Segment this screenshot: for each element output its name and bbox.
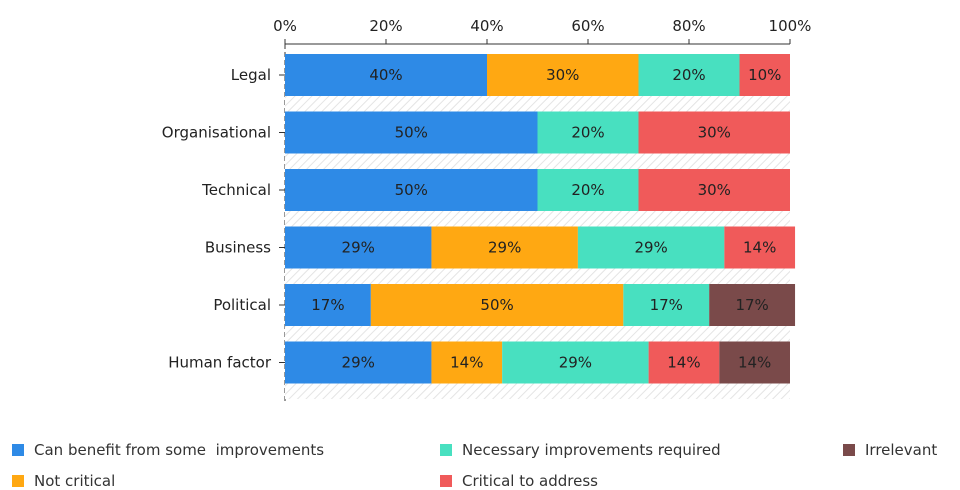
- bar-segment: [285, 226, 432, 269]
- bar-segment: [719, 341, 790, 384]
- data-label: 30%: [698, 124, 731, 142]
- category-label: Legal: [231, 66, 271, 84]
- row-stripe: [285, 153, 790, 169]
- bar-segment: [648, 341, 720, 384]
- data-label: 20%: [571, 124, 604, 142]
- category-label: Organisational: [162, 124, 271, 142]
- data-label: 50%: [480, 296, 513, 314]
- bar-segment: [537, 111, 639, 154]
- bar-segment: [623, 284, 710, 326]
- data-label: 14%: [743, 239, 776, 257]
- bar-segment: [431, 226, 578, 269]
- bar-segment: [638, 111, 790, 154]
- category-label: Political: [213, 296, 271, 314]
- bar-segment: [431, 341, 503, 384]
- category-label: Business: [205, 239, 271, 257]
- bar-segment: [285, 54, 487, 96]
- category-label: Human factor: [168, 354, 272, 372]
- x-tick-label: 40%: [470, 17, 503, 35]
- bar-segment: [285, 169, 538, 211]
- row-stripe: [285, 211, 790, 227]
- x-tick-label: 80%: [672, 17, 705, 35]
- legend-swatch-1: [12, 475, 24, 487]
- chart-legend: Can benefit from some improvements Not c…: [0, 430, 960, 490]
- legend-swatch-0: [12, 444, 24, 456]
- row-stripe: [285, 326, 790, 342]
- data-label: 17%: [650, 296, 683, 314]
- x-tick-label: 60%: [571, 17, 604, 35]
- x-tick-label: 100%: [769, 17, 812, 35]
- data-label: 14%: [738, 354, 771, 372]
- data-label: 40%: [369, 66, 402, 84]
- legend-swatch-2: [440, 444, 452, 456]
- legend-label-1: Not critical: [34, 472, 116, 490]
- row-stripe: [285, 383, 790, 399]
- legend-item-0: Can benefit from some improvements: [12, 441, 324, 459]
- row-stripe: [285, 268, 790, 284]
- bar-segment: [724, 226, 796, 269]
- data-label: 17%: [311, 296, 344, 314]
- legend-label-3: Critical to address: [462, 472, 598, 490]
- data-label: 50%: [395, 124, 428, 142]
- legend-label-2: Necessary improvements required: [462, 441, 721, 459]
- legend-label-4: Irrelevant: [865, 441, 938, 459]
- bar-segment: [285, 341, 432, 384]
- data-label: 29%: [634, 239, 667, 257]
- row-stripe: [285, 96, 790, 112]
- bar-segment: [709, 284, 796, 326]
- data-label: 10%: [748, 66, 781, 84]
- x-tick-label: 20%: [369, 17, 402, 35]
- legend-item-3: Critical to address: [440, 472, 598, 490]
- category-label: Technical: [201, 181, 271, 199]
- legend-label-0: Can benefit from some improvements: [34, 441, 325, 459]
- data-label: 29%: [342, 354, 375, 372]
- legend-item-4: Irrelevant: [843, 441, 937, 459]
- legend-item-2: Necessary improvements required: [440, 441, 721, 459]
- data-label: 20%: [672, 66, 705, 84]
- legend-swatch-4: [843, 444, 855, 456]
- bar-segment: [487, 54, 639, 96]
- legend-item-1: Not critical: [12, 472, 115, 490]
- bar-segment: [285, 284, 371, 326]
- bar-segment: [638, 54, 740, 96]
- data-label: 17%: [735, 296, 768, 314]
- data-label: 20%: [571, 181, 604, 199]
- data-label: 50%: [395, 181, 428, 199]
- bar-segment: [577, 226, 725, 269]
- data-label: 30%: [546, 66, 579, 84]
- data-label: 30%: [698, 181, 731, 199]
- data-label: 14%: [450, 354, 483, 372]
- bar-segment: [502, 341, 649, 384]
- data-label: 29%: [559, 354, 592, 372]
- x-tick-label: 0%: [273, 17, 297, 35]
- data-label: 29%: [342, 239, 375, 257]
- bar-segment: [537, 169, 639, 211]
- data-label: 29%: [488, 239, 521, 257]
- stacked-bar-chart: 0% 20% 40% 60% 80% 100% Legal 40% 30% 20% 10% Organ…: [162, 17, 812, 402]
- bar-segment: [285, 111, 538, 154]
- bar-segment: [739, 54, 790, 96]
- bar-segment: [370, 284, 624, 326]
- bar-segment: [638, 169, 790, 211]
- legend-swatch-3: [440, 475, 452, 487]
- data-label: 14%: [667, 354, 700, 372]
